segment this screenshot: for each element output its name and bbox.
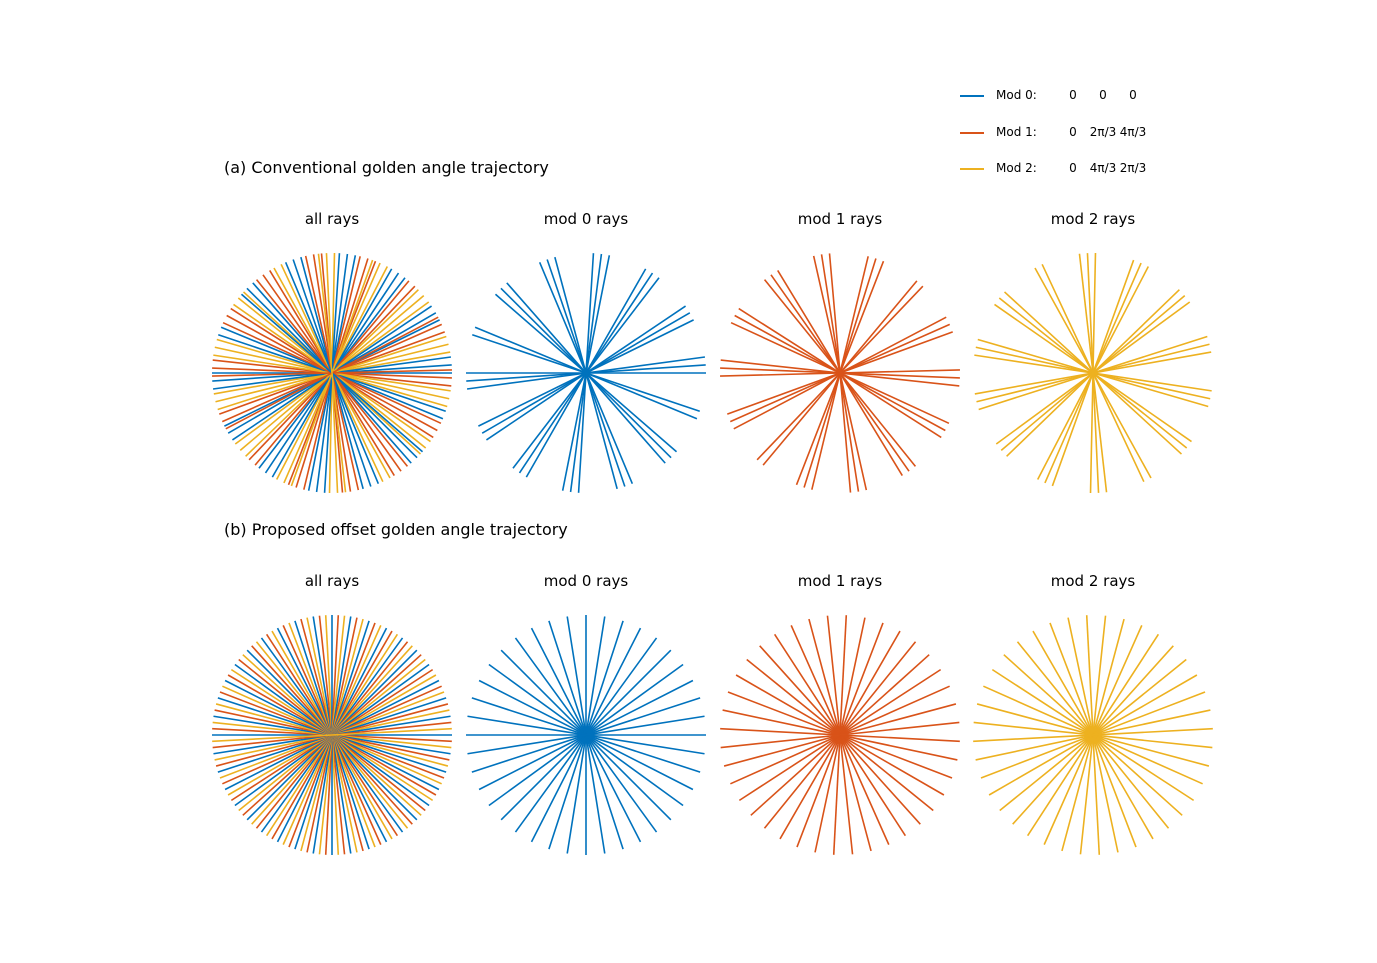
ray-line-mod2: [212, 727, 452, 743]
legend-value: 4π/3: [1089, 161, 1117, 175]
legend-values: 0 4π/3 2π/3: [1058, 161, 1148, 175]
panel-title-a-mod1: mod 1 rays: [797, 210, 883, 228]
legend-value: 0: [1069, 161, 1077, 175]
legend-value: 0: [1069, 124, 1077, 139]
ray-line-mod0: [467, 715, 705, 755]
panel-title-a-mod0: mod 0 rays: [543, 210, 629, 228]
rays-plot-a-all: [212, 253, 452, 493]
ray-line-mod1: [720, 721, 960, 749]
rays-plot-b-mod1: [720, 615, 960, 855]
ray-line-mod1: [733, 316, 947, 430]
legend-values: 0 2π/3 4π/3: [1058, 125, 1148, 139]
legend-line-mod2: [960, 168, 984, 170]
rays-plot-b-mod2: [973, 615, 1213, 855]
ray-line-mod2: [973, 727, 1213, 743]
legend-line-mod1: [960, 131, 984, 134]
ray-line-mod2: [1078, 253, 1108, 493]
panel-title-b-mod0: mod 0 rays: [543, 572, 629, 590]
panel-title-a-all: all rays: [304, 210, 360, 228]
legend-values: 0 0 0: [1058, 88, 1148, 102]
panel-title-b-mod2: mod 2 rays: [1050, 572, 1136, 590]
panel-title-b-mod1: mod 1 rays: [797, 572, 883, 590]
panel-title-a-mod2: mod 2 rays: [1050, 210, 1136, 228]
ray-line-mod2: [317, 253, 347, 493]
section-a-title: (a) Conventional golden angle trajectory: [224, 158, 549, 177]
legend-value: 0: [1099, 88, 1107, 102]
rays-plot-b-all: [212, 615, 452, 855]
rays-plot-a-mod2: [974, 253, 1212, 493]
legend-label: Mod 2:: [996, 161, 1037, 175]
ray-line-mod0: [494, 293, 678, 453]
legend-label: Mod 0:: [996, 88, 1037, 102]
legend-value: 4π/3: [1119, 124, 1147, 139]
legend-label: Mod 1:: [996, 124, 1037, 139]
panel-title-b-all: all rays: [304, 572, 360, 590]
rays-plot-b-mod0: [466, 615, 706, 855]
legend-value: 0: [1069, 88, 1077, 102]
section-b-title: (b) Proposed offset golden angle traject…: [224, 520, 568, 539]
legend-line-mod0: [960, 95, 984, 97]
rays-plot-a-mod1: [720, 253, 960, 493]
legend-value: 2π/3: [1119, 161, 1147, 175]
rays-plot-a-mod0: [466, 253, 706, 493]
legend-value: 0: [1129, 88, 1137, 102]
legend-value: 2π/3: [1089, 124, 1117, 139]
